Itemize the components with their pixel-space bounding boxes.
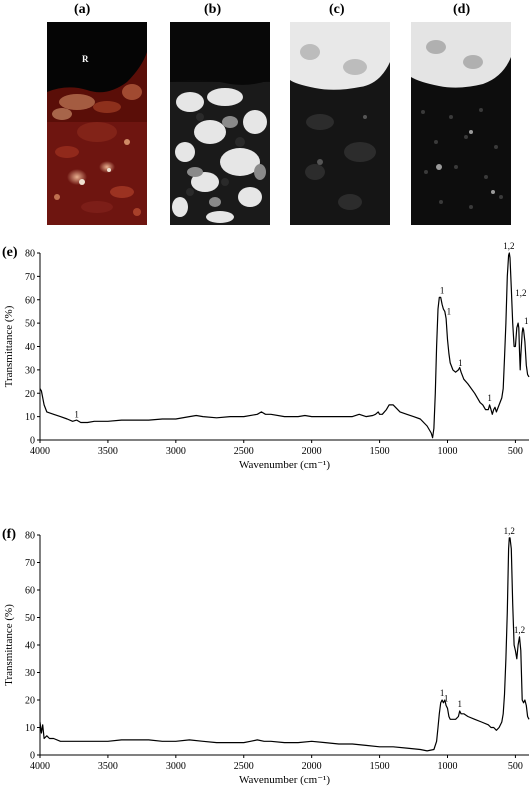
micrograph-b-image <box>170 22 270 225</box>
micrograph-c <box>290 22 390 225</box>
spectrum-line-0 <box>39 537 530 752</box>
x-tick-label-4000: 4000 <box>30 761 50 772</box>
peak-annotation-3: 1 <box>458 358 463 368</box>
x-tick-label-1500: 1500 <box>370 446 390 457</box>
y-tick-label-80: 80 <box>25 531 35 542</box>
panel-label-e: (e) <box>2 245 18 260</box>
panel-label-d: (d) <box>453 2 471 17</box>
panel-label-c: (c) <box>329 2 345 17</box>
y-tick-label-60: 60 <box>25 295 35 306</box>
peak-annotation-4: 1 <box>487 393 492 403</box>
peak-annotation-0: 1 <box>440 688 445 698</box>
peak-annotation-1: 1 <box>440 285 445 295</box>
y-tick-label-10: 10 <box>25 412 35 423</box>
x-tick-label-2000: 2000 <box>302 446 322 457</box>
micrograph-a-image: R <box>47 22 147 225</box>
y-axis-label: Transmittance (%) <box>3 604 15 686</box>
peak-annotation-2: 1 <box>457 699 462 709</box>
x-axis-label: Wavenumber (cm⁻¹) <box>239 774 330 786</box>
x-tick-label-3500: 3500 <box>98 761 118 772</box>
x-tick-label-2500: 2500 <box>234 446 254 457</box>
micrograph-d-image <box>411 22 511 225</box>
peak-annotation-2: 1 <box>447 306 452 316</box>
micrograph-b <box>170 22 270 225</box>
panel-label-b: (b) <box>204 2 222 17</box>
peak-annotation-0: 1 <box>74 409 79 419</box>
y-tick-label-20: 20 <box>25 696 35 707</box>
panel-label-a: (a) <box>74 2 91 17</box>
x-tick-label-3000: 3000 <box>166 446 186 457</box>
micrograph-d <box>411 22 511 225</box>
peak-annotation-1: 1 <box>444 694 449 704</box>
panel-label-f: (f) <box>2 527 16 542</box>
y-tick-label-0: 0 <box>30 436 35 447</box>
y-tick-label-30: 30 <box>25 668 35 679</box>
x-tick-label-1000: 1000 <box>438 761 458 772</box>
y-axis-label: Transmittance (%) <box>3 305 15 387</box>
peak-annotation-4: 1,2 <box>514 625 525 635</box>
y-tick-label-0: 0 <box>30 751 35 762</box>
x-tick-label-2000: 2000 <box>302 761 322 772</box>
x-tick-label-500: 500 <box>508 761 523 772</box>
peak-annotation-6: 1,2 <box>515 288 526 298</box>
y-tick-label-30: 30 <box>25 365 35 376</box>
peak-annotation-7: 1 <box>524 316 529 326</box>
y-tick-label-40: 40 <box>25 641 35 652</box>
x-tick-label-1000: 1000 <box>438 446 458 457</box>
x-tick-label-4000: 4000 <box>30 446 50 457</box>
ftir-chart-e: (e) 0 10 20 30 40 50 60 70 80 4000 3500 3000 2500 2000… <box>2 241 530 471</box>
y-tick-label-60: 60 <box>25 586 35 597</box>
y-tick-label-40: 40 <box>25 342 35 353</box>
y-tick-label-80: 80 <box>25 249 35 260</box>
x-tick-label-3000: 3000 <box>166 761 186 772</box>
x-tick-label-500: 500 <box>508 446 523 457</box>
y-tick-label-70: 70 <box>25 558 35 569</box>
spectrum-line-0 <box>39 252 530 439</box>
ftir-chart-f: (f) 0 10 20 30 40 50 60 70 80 4000 3500 3000 2500 2000… <box>2 526 530 786</box>
micrograph-a-inset-label: R <box>82 54 89 64</box>
y-tick-label-10: 10 <box>25 723 35 734</box>
x-tick-label-3500: 3500 <box>98 446 118 457</box>
y-tick-label-70: 70 <box>25 272 35 283</box>
y-tick-label-20: 20 <box>25 389 35 400</box>
peak-annotation-3: 1,2 <box>504 526 515 536</box>
micrograph-a: R <box>47 22 147 225</box>
y-tick-label-50: 50 <box>25 319 35 330</box>
peak-annotation-5: 1,2 <box>503 241 514 251</box>
micrograph-c-image <box>290 22 390 225</box>
x-axis-label: Wavenumber (cm⁻¹) <box>239 459 330 471</box>
y-tick-label-50: 50 <box>25 613 35 624</box>
x-tick-label-1500: 1500 <box>370 761 390 772</box>
x-tick-label-2500: 2500 <box>234 761 254 772</box>
